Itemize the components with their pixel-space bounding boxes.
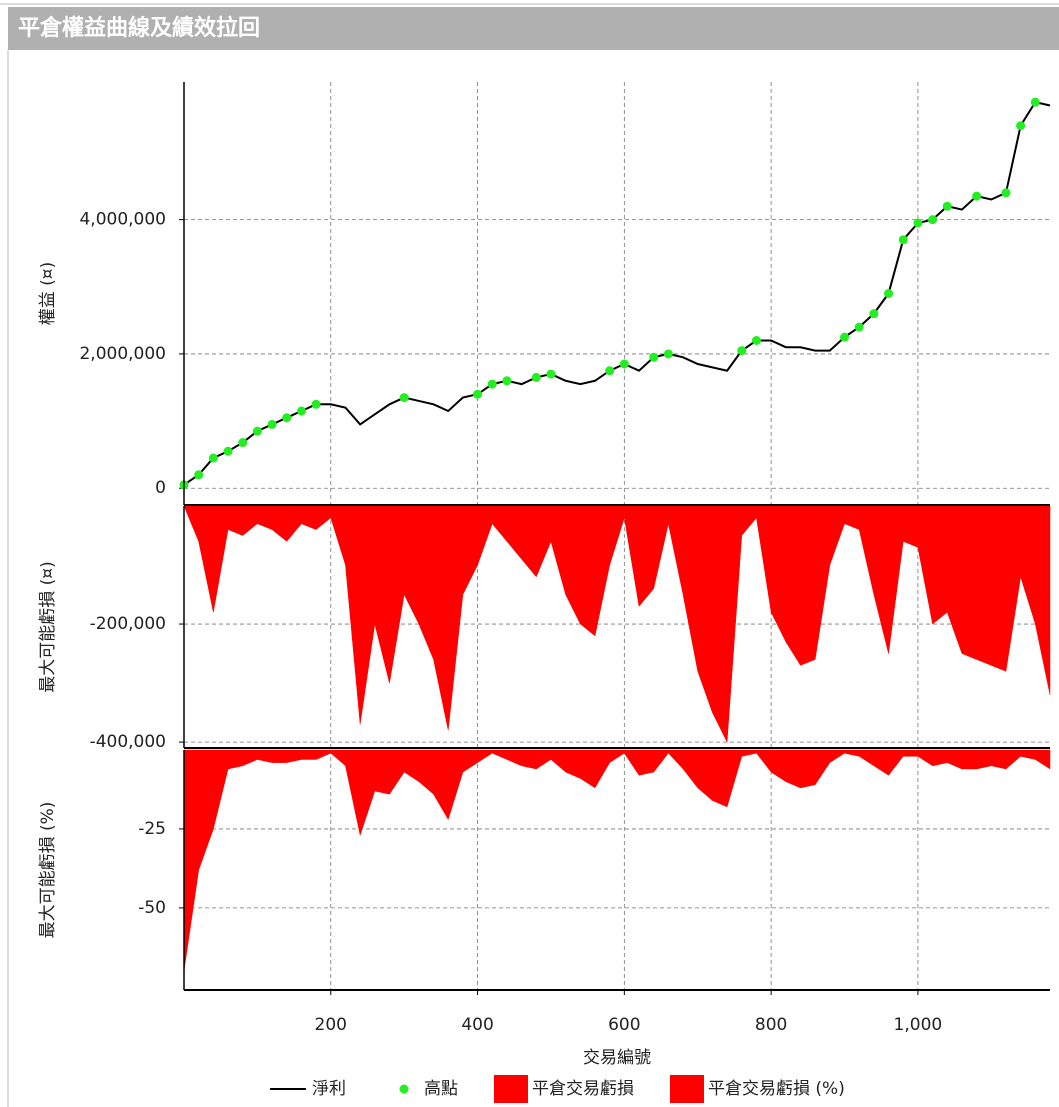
high-point: [942, 201, 952, 211]
legend-swatch: [494, 1075, 528, 1103]
y-tick-label: -200,000: [90, 614, 166, 634]
legend-label: 平倉交易虧損: [532, 1079, 634, 1099]
high-point: [869, 309, 879, 319]
drawdown-area: [183, 505, 1051, 744]
high-point: [840, 332, 850, 342]
high-point: [252, 426, 262, 436]
high-point: [619, 359, 629, 369]
legend-label: 高點: [424, 1079, 458, 1099]
high-point: [267, 419, 277, 429]
legend-label: 淨利: [312, 1079, 346, 1099]
high-point: [1016, 121, 1026, 131]
high-point: [663, 349, 673, 359]
x-tick-label: 1,000: [894, 1015, 943, 1035]
legend-label: 平倉交易虧損 (%): [708, 1079, 845, 1099]
high-point: [854, 322, 864, 332]
x-tick-label: 600: [608, 1015, 640, 1035]
y-axis-label: 最大可能虧損 (%): [38, 802, 58, 939]
high-point: [737, 346, 747, 356]
high-point: [311, 399, 321, 409]
high-point: [751, 336, 761, 345]
high-point: [1001, 188, 1011, 198]
high-point: [194, 470, 204, 480]
high-point: [546, 369, 556, 379]
x-tick-label: 400: [461, 1015, 493, 1035]
high-point: [238, 438, 248, 448]
legend-dot: [399, 1084, 409, 1094]
y-tick-label: -50: [138, 898, 166, 918]
high-point: [223, 446, 233, 456]
y-tick-label: -25: [138, 819, 166, 839]
high-point: [1030, 97, 1040, 107]
chart-title: 平倉權益曲線及績效拉回: [18, 15, 260, 41]
high-point: [502, 376, 512, 386]
high-point: [531, 372, 541, 382]
header-bar: [8, 7, 1059, 50]
legend-swatch: [670, 1075, 704, 1103]
high-point: [605, 366, 615, 376]
high-point: [282, 413, 292, 423]
y-tick-label: -400,000: [90, 732, 166, 752]
y-tick-label: 0: [155, 478, 166, 498]
high-point: [473, 389, 483, 399]
y-tick-label: 4,000,000: [79, 210, 166, 230]
x-axis-label: 交易編號: [583, 1048, 651, 1068]
high-point: [487, 379, 497, 389]
high-point: [884, 289, 894, 298]
y-axis-label: 權益 (¤): [38, 262, 58, 325]
high-point: [898, 235, 908, 245]
y-axis-label: 最大可能虧損 (¤): [38, 561, 58, 692]
x-tick-label: 800: [755, 1015, 787, 1035]
high-point: [928, 215, 938, 225]
high-point: [972, 191, 982, 201]
high-point: [296, 406, 306, 416]
high-point: [399, 393, 409, 403]
y-tick-label: 2,000,000: [79, 344, 166, 364]
high-point: [208, 453, 218, 463]
high-point: [649, 352, 659, 362]
high-point: [913, 218, 923, 228]
x-tick-label: 200: [315, 1015, 347, 1035]
drawdown-area: [183, 749, 1051, 972]
